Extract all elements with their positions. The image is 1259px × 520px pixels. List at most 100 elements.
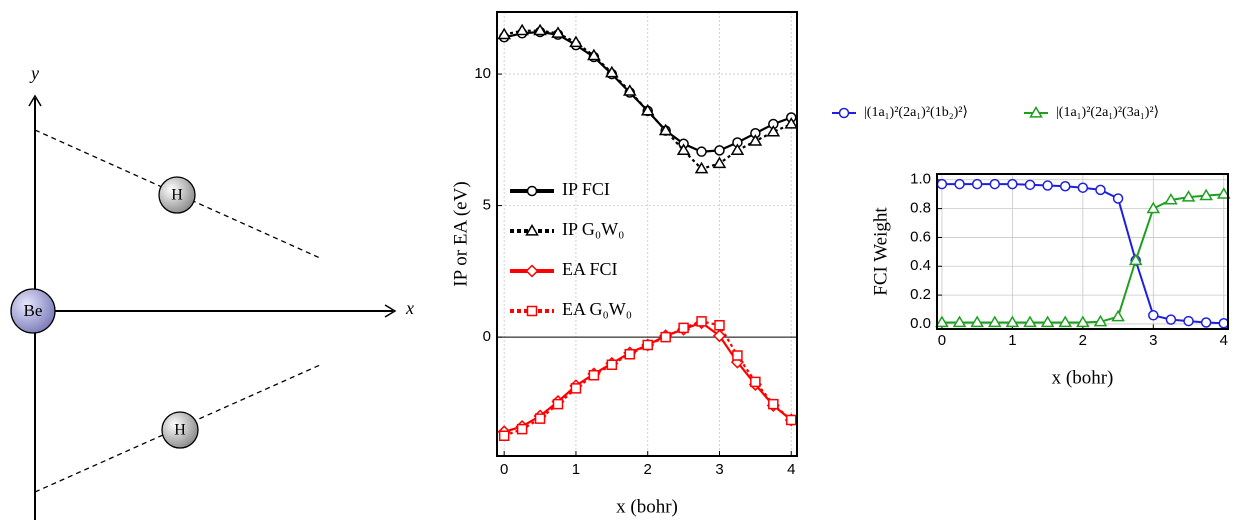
atom-label: H — [171, 187, 183, 204]
chart: 0 1 2 3 4 0 5 10 x (bohr) IP or EA (eV) IP FCI IP G… — [450, 11, 799, 517]
y-tick-label: 0.4 — [910, 257, 931, 274]
marker — [1112, 193, 1124, 204]
arrow-head — [384, 304, 397, 318]
marker — [1200, 317, 1212, 328]
marker — [526, 305, 538, 317]
marker — [552, 398, 564, 410]
marker — [551, 26, 565, 38]
y-axis-label: IP or EA (eV) — [450, 181, 471, 286]
marker — [1042, 180, 1053, 191]
plot-area — [497, 12, 797, 456]
marker — [622, 84, 637, 96]
marker — [714, 320, 725, 331]
marker — [605, 65, 619, 78]
x-tick-label: 1 — [572, 461, 580, 478]
legend-label: |(1a₁)²(2a₁)²(1b₂)²⟩ — [864, 105, 968, 120]
marker — [784, 117, 799, 129]
marker — [640, 103, 655, 116]
marker — [525, 224, 539, 236]
marker — [786, 414, 797, 426]
atom-label: Be — [24, 301, 43, 320]
marker — [970, 315, 984, 328]
marker — [1146, 201, 1161, 214]
marker — [768, 398, 779, 410]
marker — [1128, 253, 1143, 266]
marker — [952, 315, 967, 328]
marker — [714, 145, 725, 156]
marker — [971, 178, 983, 190]
marker — [570, 383, 582, 394]
marker — [1181, 190, 1196, 202]
marker — [606, 359, 618, 370]
marker — [989, 178, 1001, 190]
x-axis-label: x (bohr) — [616, 496, 678, 517]
marker — [526, 185, 538, 197]
y-tick-label: 0 — [483, 328, 491, 345]
x-tick-label: 0 — [500, 461, 508, 478]
marker — [766, 124, 781, 137]
marker — [534, 413, 546, 424]
marker — [1024, 179, 1036, 191]
legend-label: EA FCI — [562, 259, 618, 279]
x-axis-label: x (bohr) — [1052, 367, 1114, 388]
marker — [569, 35, 583, 48]
marker — [658, 123, 673, 136]
arrow-head — [28, 94, 42, 107]
marker — [1111, 309, 1125, 322]
marker — [516, 423, 528, 435]
y-tick-label: 0.6 — [910, 228, 931, 245]
marker — [954, 178, 965, 190]
y-tick-label: 10 — [474, 65, 491, 82]
atom — [161, 411, 199, 449]
marker — [1093, 314, 1108, 327]
marker — [1076, 315, 1090, 328]
x-tick-label: 3 — [715, 461, 723, 478]
marker — [498, 430, 510, 441]
marker — [748, 134, 763, 146]
legend-label: |(1a₁)²(2a₁)²(3a₁)²⟩ — [1056, 105, 1159, 120]
x-tick-label: 2 — [644, 461, 652, 478]
marker — [838, 107, 850, 119]
marker — [1040, 315, 1055, 328]
x-tick-label: 0 — [938, 332, 946, 349]
marker — [694, 161, 709, 174]
marker — [712, 329, 727, 343]
marker — [660, 331, 671, 343]
marker — [1165, 314, 1177, 325]
legend-label: EA G₀W₀ — [562, 299, 632, 319]
marker — [1148, 310, 1159, 321]
marker — [1216, 187, 1231, 199]
marker — [515, 23, 529, 36]
chart: 0 1 2 3 4 0.0 0.2 0.4 0.6 0.8 1.0 x (bohr) FCI Weigh… — [832, 105, 1231, 388]
x-tick-label: 3 — [1149, 332, 1157, 349]
marker — [588, 369, 600, 381]
marker — [696, 316, 707, 327]
marker — [935, 315, 949, 328]
y-tick-label: 1.0 — [910, 171, 931, 188]
marker — [587, 48, 601, 61]
y-tick-label: 0.2 — [910, 286, 931, 303]
marker — [525, 264, 539, 278]
marker — [497, 27, 511, 40]
marker — [533, 23, 547, 36]
marker — [936, 178, 948, 190]
marker — [1095, 184, 1106, 196]
marker — [696, 146, 707, 157]
marker — [676, 143, 691, 155]
marker — [1059, 181, 1071, 192]
marker — [1077, 182, 1089, 193]
marker — [750, 376, 761, 388]
marker — [1005, 315, 1020, 328]
axis-label: y — [29, 63, 39, 83]
atom — [10, 288, 56, 334]
marker — [1007, 178, 1018, 190]
y-tick-label: 0.8 — [910, 200, 931, 217]
marker — [642, 339, 653, 351]
y-axis-label: FCI Weight — [870, 207, 891, 296]
x-tick-label: 1 — [1008, 332, 1016, 349]
marker — [712, 156, 727, 169]
x-tick-label: 2 — [1079, 332, 1087, 349]
marker — [732, 350, 743, 361]
